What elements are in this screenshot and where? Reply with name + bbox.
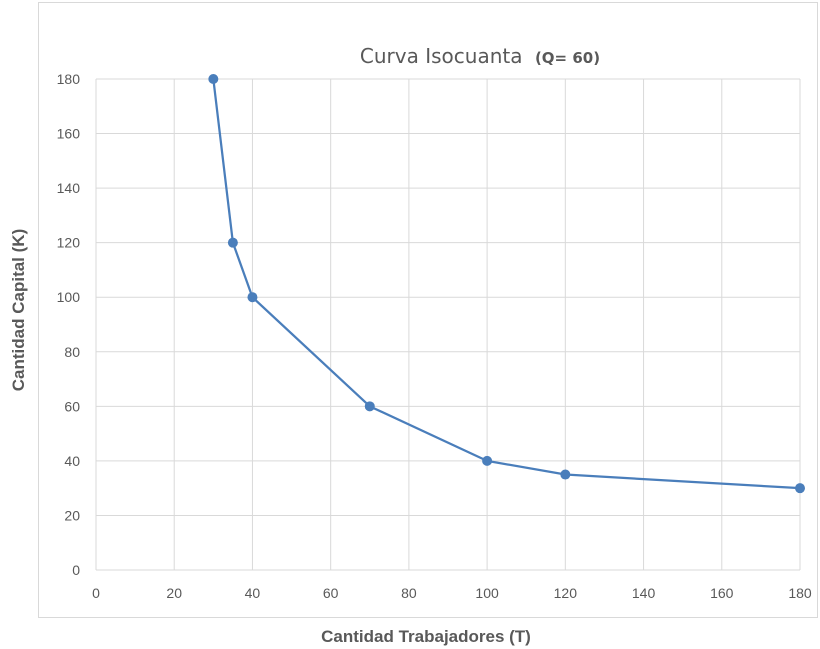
x-tick-label: 140 — [632, 585, 656, 601]
x-tick-label: 80 — [401, 585, 417, 601]
chart-subtitle: (Q= 60) — [535, 49, 600, 67]
y-tick-label: 140 — [57, 180, 81, 196]
grid — [95, 78, 801, 571]
chart-title: Curva Isocuanta (Q= 60) — [360, 44, 600, 68]
x-axis-ticks: 0 20 40 60 80 100 120 140 160 180 — [92, 585, 812, 601]
series-line — [212, 78, 801, 490]
data-point — [560, 469, 571, 480]
series-layer — [208, 74, 805, 494]
x-tick-label: 120 — [554, 585, 578, 601]
y-axis-title: Cantidad Capital (K) — [9, 229, 28, 391]
y-tick-label: 60 — [64, 398, 80, 414]
y-tick-label: 20 — [64, 507, 80, 523]
data-point — [247, 292, 258, 303]
y-tick-label: 100 — [57, 289, 81, 305]
x-tick-label: 60 — [323, 585, 339, 601]
x-tick-label: 160 — [710, 585, 734, 601]
y-axis-ticks: 0 20 40 60 80 100 120 140 160 180 — [57, 71, 81, 578]
x-axis-title: Cantidad Trabajadores (T) — [321, 627, 531, 646]
y-tick-label: 120 — [57, 235, 81, 251]
y-tick-label: 40 — [64, 453, 80, 469]
x-tick-label: 100 — [475, 585, 499, 601]
data-point — [482, 455, 493, 466]
x-tick-label: 20 — [166, 585, 182, 601]
y-tick-label: 180 — [57, 71, 81, 87]
x-tick-label: 40 — [245, 585, 261, 601]
x-tick-label: 180 — [788, 585, 812, 601]
data-point — [227, 237, 238, 248]
y-tick-label: 0 — [72, 562, 80, 578]
x-tick-label: 0 — [92, 585, 100, 601]
data-point — [795, 483, 805, 494]
y-tick-label: 160 — [57, 126, 81, 142]
chart-title-main: Curva Isocuanta — [360, 44, 523, 68]
data-point — [208, 74, 219, 84]
y-tick-label: 80 — [64, 344, 80, 360]
data-point — [364, 401, 375, 412]
